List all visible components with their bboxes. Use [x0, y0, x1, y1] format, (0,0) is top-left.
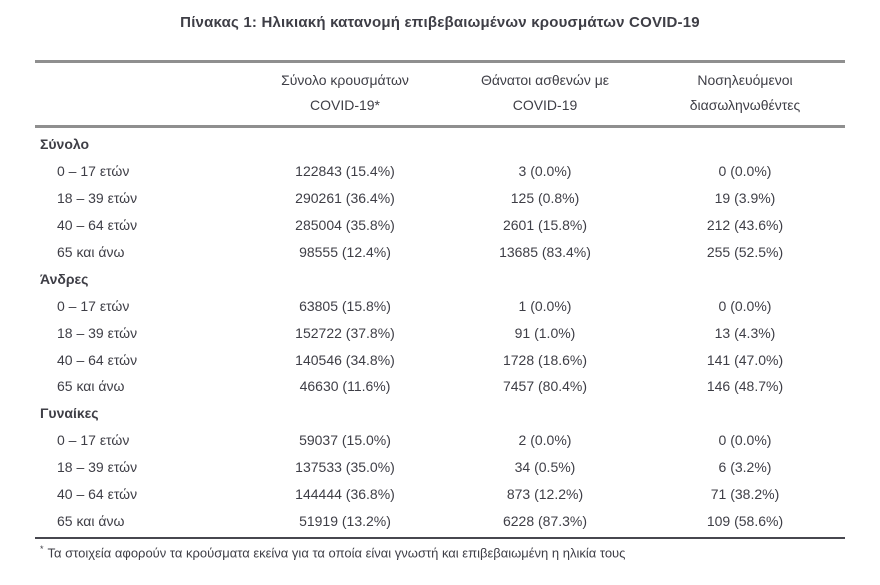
intubated-value: 0 (0.0%)	[718, 163, 772, 180]
table-row: 40 – 64 ετών 285004 (35.8%) 2601 (15.8%)…	[35, 212, 845, 239]
deaths-value: 6228 (87.3%)	[502, 512, 588, 529]
intubated-value: 6 (3.2%)	[718, 459, 772, 476]
age-label: 18 – 39 ετών	[57, 190, 138, 207]
section-label: Σύνολο	[40, 136, 90, 153]
cases-value: 144444 (36.8%)	[295, 486, 395, 503]
age-label: 40 – 64 ετών	[57, 217, 138, 234]
deaths-value: 2601 (15.8%)	[502, 217, 588, 234]
table-body: Σύνολο 0 – 17 ετών 122843 (15.4%) 3 (0.0…	[35, 128, 845, 540]
section-row-total: Σύνολο	[35, 131, 845, 158]
section-label: Άνδρες	[40, 270, 89, 287]
intubated-value: 141 (47.0%)	[706, 351, 784, 368]
age-label: 0 – 17 ετών	[57, 297, 130, 314]
column-header-cases: Σύνολο κρουσμάτων COVID-19*	[245, 68, 445, 118]
section-row-women: Γυναίκες	[35, 400, 845, 427]
table-row: 65 και άνω 51919 (13.2%) 6228 (87.3%) 10…	[35, 507, 845, 534]
deaths-value: 1728 (18.6%)	[502, 351, 588, 368]
footnote-marker: *	[40, 544, 44, 555]
deaths-value: 1 (0.0%)	[518, 297, 572, 314]
age-label: 65 και άνω	[57, 244, 125, 260]
column-header-intubated-line2: διασωληνωθέντες	[689, 97, 801, 113]
deaths-value: 873 (12.2%)	[506, 486, 584, 503]
deaths-value: 3 (0.0%)	[518, 163, 572, 180]
cases-value: 152722 (37.8%)	[295, 324, 395, 341]
table-row: 0 – 17 ετών 122843 (15.4%) 3 (0.0%) 0 (0…	[35, 158, 845, 185]
column-header-cases-line1: Σύνολο κρουσμάτων	[281, 72, 409, 88]
table-row: 65 και άνω 46630 (11.6%) 7457 (80.4%) 14…	[35, 373, 845, 400]
deaths-value: 125 (0.8%)	[510, 190, 580, 207]
intubated-value: 109 (58.6%)	[706, 512, 784, 529]
intubated-value: 71 (38.2%)	[710, 486, 780, 503]
table-row: 0 – 17 ετών 63805 (15.8%) 1 (0.0%) 0 (0.…	[35, 292, 845, 319]
table-title: Πίνακας 1: Ηλικιακή κατανομή επιβεβαιωμέ…	[180, 14, 700, 31]
section-row-men: Άνδρες	[35, 265, 845, 292]
cases-value: 59037 (15.0%)	[299, 432, 391, 449]
intubated-value: 0 (0.0%)	[718, 297, 772, 314]
age-label: 0 – 17 ετών	[57, 163, 130, 180]
table-row: 18 – 39 ετών 137533 (35.0%) 34 (0.5%) 6 …	[35, 454, 845, 481]
column-header-intubated-line1: Νοσηλευόμενοι	[697, 72, 793, 88]
table-header-row: Σύνολο κρουσμάτων COVID-19* Θάνατοι ασθε…	[35, 60, 845, 128]
table-row: 40 – 64 ετών 144444 (36.8%) 873 (12.2%) …	[35, 481, 845, 508]
deaths-value: 91 (1.0%)	[514, 324, 576, 341]
column-header-empty	[35, 68, 245, 118]
cases-value: 98555 (12.4%)	[299, 244, 391, 260]
age-label: 0 – 17 ετών	[57, 432, 130, 449]
cases-value: 122843 (15.4%)	[295, 163, 395, 180]
intubated-value: 255 (52.5%)	[706, 244, 784, 260]
age-label: 18 – 39 ετών	[57, 459, 138, 476]
age-label: 40 – 64 ετών	[57, 351, 138, 368]
table-row: 0 – 17 ετών 59037 (15.0%) 2 (0.0%) 0 (0.…	[35, 427, 845, 454]
table-row: 18 – 39 ετών 152722 (37.8%) 91 (1.0%) 13…	[35, 319, 845, 346]
section-label: Γυναίκες	[40, 405, 99, 422]
cases-value: 285004 (35.8%)	[295, 217, 395, 234]
deaths-value: 2 (0.0%)	[518, 432, 572, 449]
age-label: 65 και άνω	[57, 512, 125, 529]
age-label: 65 και άνω	[57, 378, 125, 395]
column-header-deaths-line1: Θάνατοι ασθενών με	[480, 72, 610, 88]
deaths-value: 13685 (83.4%)	[499, 244, 591, 260]
intubated-value: 13 (4.3%)	[714, 324, 776, 341]
column-header-cases-line2: COVID-19*	[309, 97, 381, 113]
column-header-intubated: Νοσηλευόμενοι διασωληνωθέντες	[645, 68, 845, 118]
covid-age-table: Σύνολο κρουσμάτων COVID-19* Θάνατοι ασθε…	[35, 60, 845, 561]
footnote: * Τα στοιχεία αφορούν τα κρούσματα εκείνα…	[35, 539, 845, 560]
age-label: 18 – 39 ετών	[57, 324, 138, 341]
cases-value: 51919 (13.2%)	[299, 512, 391, 529]
intubated-value: 19 (3.9%)	[714, 190, 776, 207]
deaths-value: 34 (0.5%)	[514, 459, 576, 476]
intubated-value: 212 (43.6%)	[706, 217, 784, 234]
intubated-value: 0 (0.0%)	[718, 432, 772, 449]
cases-value: 137533 (35.0%)	[295, 459, 395, 476]
cases-value: 46630 (11.6%)	[299, 378, 391, 395]
column-header-deaths-line2: COVID-19	[512, 97, 578, 113]
table-row: 40 – 64 ετών 140546 (34.8%) 1728 (18.6%)…	[35, 346, 845, 373]
cases-value: 290261 (36.4%)	[295, 190, 395, 207]
cases-value: 63805 (15.8%)	[299, 297, 391, 314]
age-label: 40 – 64 ετών	[57, 486, 138, 503]
table-row: 65 και άνω 98555 (12.4%) 13685 (83.4%) 2…	[35, 239, 845, 266]
footnote-text: Τα στοιχεία αφορούν τα κρούσματα εκείνα …	[47, 545, 626, 561]
cases-value: 140546 (34.8%)	[295, 351, 395, 368]
column-header-deaths: Θάνατοι ασθενών με COVID-19	[445, 68, 645, 118]
table-row: 18 – 39 ετών 290261 (36.4%) 125 (0.8%) 1…	[35, 185, 845, 212]
intubated-value: 146 (48.7%)	[706, 378, 784, 395]
deaths-value: 7457 (80.4%)	[502, 378, 588, 395]
